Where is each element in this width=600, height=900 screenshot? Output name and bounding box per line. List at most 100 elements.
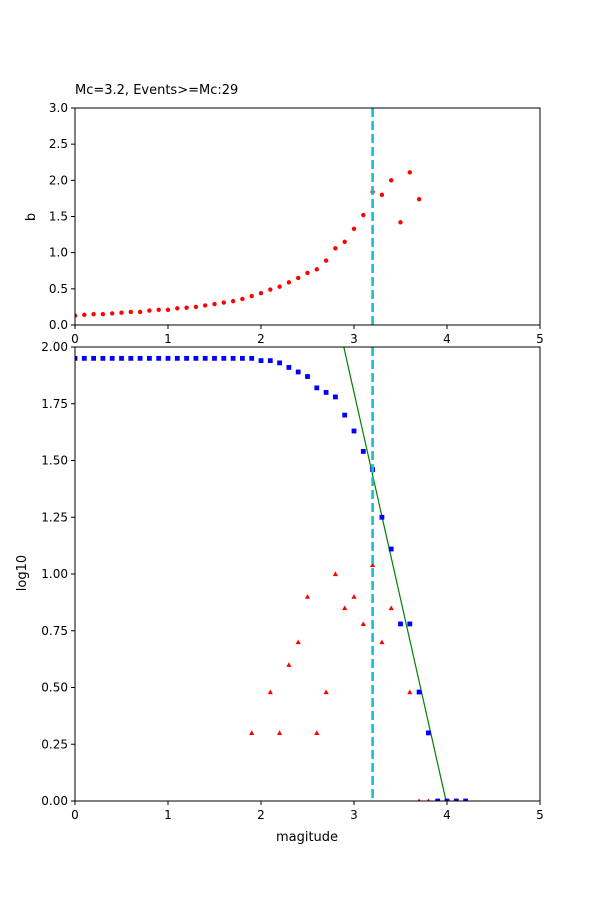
- top-y-tick-label: 0.0: [49, 318, 68, 332]
- top-y-tick-label: 2.5: [49, 137, 68, 151]
- cumulative-count-point: [388, 546, 394, 552]
- top-y-tick-label: 0.5: [49, 282, 68, 296]
- cumulative-count-point: [193, 355, 199, 361]
- noncumulative-count-point: [379, 639, 385, 645]
- b-value-panel: Mc=3.2, Events>=Mc:29 b 0 1 2 3 4 5 0.0 0.5 1.0 1…: [24, 83, 544, 346]
- top-x-tick-label: 3: [350, 332, 358, 346]
- top-chart-title: Mc=3.2, Events>=Mc:29: [75, 83, 238, 98]
- cumulative-count-point: [379, 514, 385, 520]
- b-value-point: [361, 212, 366, 218]
- cumulative-count-point: [230, 355, 236, 361]
- bottom-x-tick-label: 4: [443, 808, 451, 822]
- top-x-tick-label: 0: [71, 332, 79, 346]
- noncumulative-count-point: [417, 798, 421, 801]
- cumulative-count-point: [156, 355, 162, 361]
- cumulative-count-point: [75, 355, 78, 361]
- b-value-point: [379, 192, 385, 197]
- b-value-point: [286, 280, 292, 285]
- bottom-y-tick-label: 1.50: [41, 454, 68, 468]
- bottom-y-tick-label: 2.00: [41, 340, 68, 354]
- cumulative-count-point: [258, 358, 264, 364]
- b-value-point: [212, 301, 217, 307]
- cumulative-count-point: [100, 355, 106, 361]
- cumulative-count-point: [249, 355, 255, 361]
- top-x-tick-label: 5: [536, 332, 544, 346]
- bottom-x-tick-label: 1: [164, 808, 172, 822]
- noncumulative-count-point: [332, 571, 338, 577]
- cumulative-count-point: [333, 394, 338, 400]
- cumulative-count-point: [305, 374, 310, 379]
- b-value-point: [323, 258, 329, 263]
- b-value-point: [398, 220, 403, 225]
- b-value-point: [82, 312, 87, 318]
- bottom-y-tick-label: 1.00: [41, 567, 68, 581]
- noncumulative-count-point: [267, 689, 273, 695]
- top-plot-content: [75, 170, 422, 318]
- noncumulative-count-point: [295, 639, 301, 645]
- b-value-point: [75, 313, 78, 318]
- b-value-point: [221, 300, 226, 305]
- b-value-point: [156, 307, 161, 313]
- cumulative-count-point: [202, 355, 208, 361]
- bottom-x-tick-label: 3: [350, 808, 358, 822]
- top-y-tick-label: 2.0: [49, 173, 68, 187]
- noncumulative-count-point: [277, 730, 283, 735]
- cumulative-count-point: [398, 621, 403, 627]
- noncumulative-count-point: [342, 605, 348, 611]
- b-value-point: [119, 310, 124, 315]
- cumulative-count-point: [435, 798, 441, 801]
- cumulative-count-point: [212, 355, 217, 361]
- cumulative-count-point: [221, 355, 227, 361]
- b-value-point: [165, 307, 171, 313]
- cumulative-count-point: [91, 355, 96, 361]
- top-x-tick-label: 1: [164, 332, 172, 346]
- noncumulative-count-point: [360, 621, 366, 627]
- cumulative-count-point: [119, 355, 124, 361]
- cumulative-count-point: [267, 358, 273, 364]
- b-value-point: [230, 298, 236, 304]
- b-value-point: [147, 308, 152, 313]
- b-value-point: [110, 311, 115, 316]
- bottom-plot-area: 0 1 2 3 4 5 0.00 0.25 0.50 0.75 1.00 1.25 1.50 1.75 2.…: [41, 340, 544, 822]
- bottom-plot-content: [75, 347, 468, 801]
- cumulative-count-point: [426, 730, 431, 736]
- frequency-magnitude-panel: log10 magitude 0 1 2 3 4 5 0.00 0.25 0.50 0.75 1.0…: [15, 340, 544, 845]
- noncumulative-count-point: [249, 730, 255, 735]
- top-y-tick-label: 3.0: [49, 101, 68, 115]
- bottom-y-tick-label: 0.00: [41, 794, 68, 808]
- cumulative-count-point: [314, 385, 320, 391]
- noncumulative-count-point: [286, 662, 292, 667]
- bottom-y-axis-label: log10: [15, 555, 30, 591]
- b-value-point: [351, 226, 357, 231]
- b-value-point: [305, 270, 310, 276]
- b-value-point: [240, 296, 245, 302]
- cumulative-count-point: [453, 798, 459, 801]
- b-value-point: [193, 304, 199, 310]
- b-value-point: [277, 284, 282, 289]
- noncumulative-count-point: [407, 689, 413, 695]
- b-value-point: [416, 196, 422, 202]
- cumulative-count-point: [295, 369, 301, 375]
- b-value-point: [203, 303, 208, 308]
- noncumulative-count-point: [314, 730, 320, 735]
- cumulative-count-point: [165, 355, 171, 361]
- cumulative-count-point: [147, 355, 152, 361]
- cumulative-count-point: [277, 360, 282, 366]
- b-value-point: [184, 305, 189, 310]
- noncumulative-count-point: [426, 798, 430, 801]
- cumulative-count-point: [81, 355, 87, 361]
- b-value-point: [100, 311, 106, 317]
- noncumulative-count-point: [388, 605, 394, 611]
- top-x-tick-label: 2: [257, 332, 265, 346]
- noncumulative-count-point: [304, 594, 311, 599]
- b-value-point: [175, 306, 180, 311]
- cumulative-count-point: [360, 449, 366, 454]
- cumulative-count-point: [137, 355, 143, 361]
- b-value-point: [258, 290, 264, 296]
- cumulative-count-point: [323, 390, 329, 395]
- cumulative-count-point: [128, 355, 134, 361]
- gr-fit-line: [343, 347, 447, 801]
- b-value-point: [296, 275, 301, 281]
- b-value-point: [333, 246, 338, 251]
- top-plot-area: 0 1 2 3 4 5 0.0 0.5 1.0 1.5 2.0 2.5 3.0: [49, 101, 544, 346]
